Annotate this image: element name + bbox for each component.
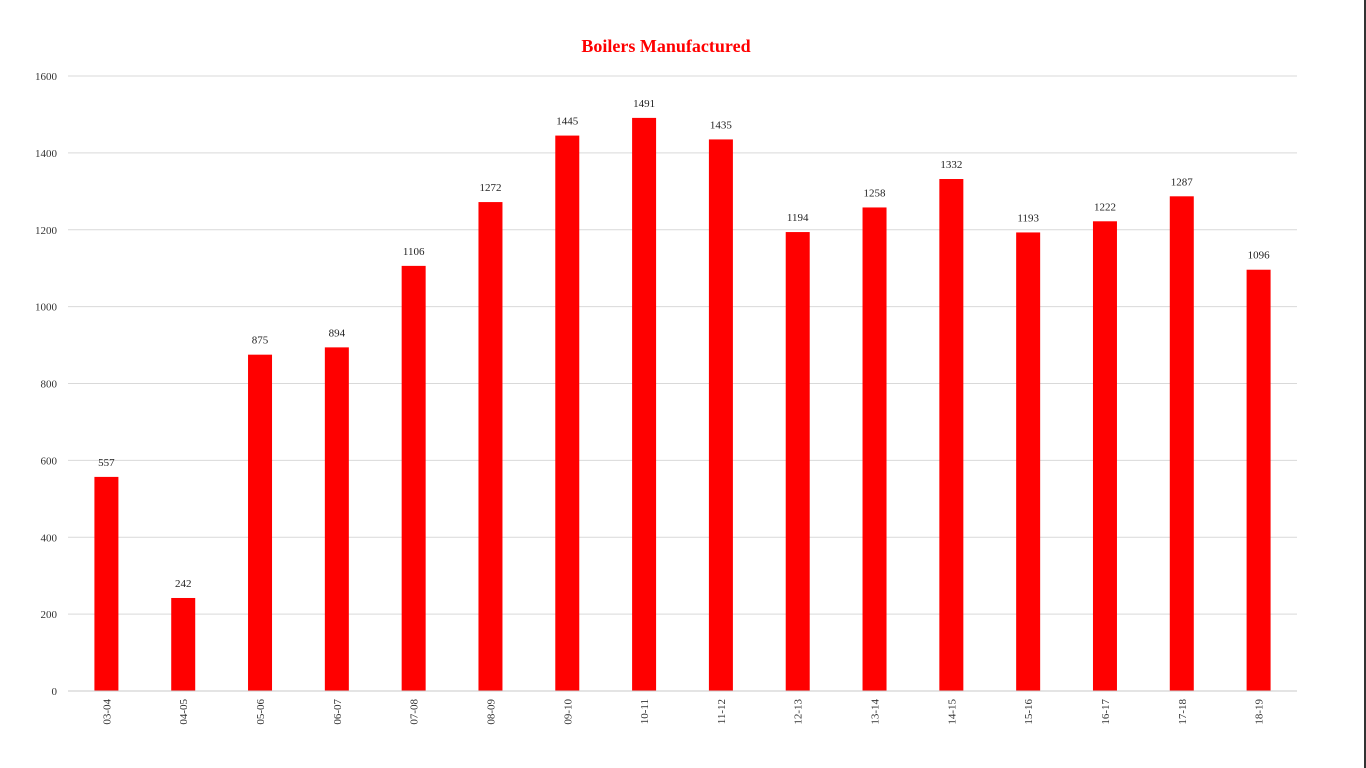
y-tick-label: 1600 — [35, 71, 58, 83]
window-edge-border — [1364, 0, 1366, 768]
data-label: 875 — [252, 335, 269, 347]
y-tick-label: 1400 — [35, 148, 58, 160]
x-tick-label: 16-17 — [1100, 699, 1112, 725]
y-tick-label: 800 — [41, 379, 58, 391]
x-tick-label: 17-18 — [1177, 699, 1189, 725]
data-label: 242 — [175, 578, 192, 590]
bar-14-15 — [939, 179, 964, 691]
y-tick-label: 600 — [41, 455, 58, 467]
bar-09-10 — [555, 135, 580, 691]
bar-06-07 — [324, 347, 349, 691]
data-label: 1194 — [787, 212, 809, 224]
data-label: 1193 — [1017, 212, 1039, 224]
x-tick-label: 03-04 — [101, 699, 113, 725]
x-tick-label: 13-14 — [870, 699, 882, 725]
x-tick-label: 14-15 — [946, 699, 958, 725]
x-tick-label: 08-09 — [485, 699, 497, 725]
data-label: 557 — [98, 457, 115, 469]
bar-10-11 — [632, 117, 657, 692]
x-tick-label: 07-08 — [409, 699, 421, 725]
y-tick-label: 1000 — [35, 302, 58, 314]
x-tick-label: 06-07 — [332, 699, 344, 725]
y-tick-label: 200 — [41, 609, 58, 621]
x-tick-label: 12-13 — [793, 699, 805, 725]
bar-07-08 — [401, 265, 426, 691]
bar-12-13 — [785, 232, 810, 691]
data-label: 1435 — [710, 119, 733, 131]
x-tick-label: 18-19 — [1254, 699, 1266, 725]
data-label: 894 — [329, 327, 346, 339]
data-label: 1272 — [479, 182, 501, 194]
bar-16-17 — [1092, 221, 1117, 691]
x-tick-label: 10-11 — [639, 699, 651, 724]
x-axis-tick-labels: 03-04 04-05 05-06 06-07 07-08 08-09 09-10 10-11… — [101, 699, 1265, 725]
data-label: 1445 — [556, 116, 579, 128]
bar-18-19 — [1246, 269, 1271, 691]
data-label: 1258 — [864, 187, 887, 199]
x-tick-label: 05-06 — [255, 699, 267, 725]
bar-03-04 — [94, 476, 119, 691]
data-label: 1491 — [633, 98, 655, 110]
x-tick-label: 15-16 — [1023, 699, 1035, 725]
data-label: 1106 — [403, 246, 425, 258]
x-tick-label: 11-12 — [716, 699, 728, 724]
data-label: 1287 — [1171, 176, 1194, 188]
bar-08-09 — [478, 202, 503, 691]
data-label: 1332 — [940, 159, 962, 171]
y-tick-label: 0 — [52, 686, 58, 698]
y-axis-tick-labels: 0 200 400 600 800 1000 1200 1400 1600 — [35, 71, 58, 698]
bar-11-12 — [708, 139, 733, 691]
data-label: 1222 — [1094, 201, 1116, 213]
x-tick-label: 04-05 — [178, 699, 190, 725]
bar-13-14 — [862, 207, 887, 692]
gridlines — [68, 75, 1297, 615]
y-tick-label: 1200 — [35, 225, 58, 237]
data-labels: 557 242 875 894 1106 1272 1445 1491 1435 1194 1258… — [98, 98, 1270, 590]
bars — [94, 117, 1271, 692]
y-tick-label: 400 — [41, 532, 58, 544]
bar-04-05 — [171, 597, 196, 691]
x-tick-label: 09-10 — [562, 699, 574, 725]
data-label: 1096 — [1248, 250, 1271, 262]
bar-05-06 — [248, 354, 273, 691]
bar-17-18 — [1169, 196, 1194, 691]
bar-15-16 — [1016, 232, 1041, 692]
chart-title: Boilers Manufactured — [581, 36, 750, 56]
